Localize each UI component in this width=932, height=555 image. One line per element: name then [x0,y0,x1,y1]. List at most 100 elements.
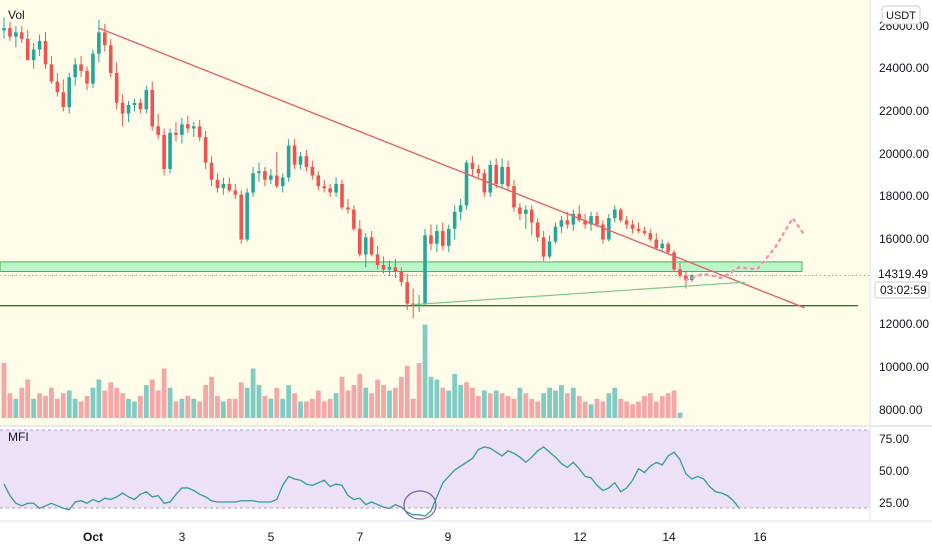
candle-body [399,271,404,283]
candle-body [180,124,184,135]
volume-bar [410,398,416,418]
mfi-axis[interactable]: 75.00 50.00 25.00 [879,432,909,510]
candle-body [494,164,498,184]
candle-body [97,32,101,54]
candle-body [446,228,451,246]
candle-body [227,183,232,191]
volume-bar [149,379,155,418]
candle-body [470,162,475,170]
candle-body [411,303,415,306]
volume-bar [452,374,458,418]
volume-bar [630,404,635,418]
candle-body [369,237,374,255]
time-axis[interactable]: Oct 3 5 7 9 12 14 16 [83,530,767,544]
countdown: 03:02:59 [880,283,927,297]
candle-body [387,267,392,270]
plot-background [0,0,870,426]
volume-bar [280,398,286,418]
volume-bar [298,401,303,418]
time-tick: 9 [445,530,452,544]
volume-bar [43,396,48,418]
mfi-series [3,446,740,517]
volume-bar [529,398,535,418]
mfi-low-circle[interactable] [403,490,437,520]
time-tick: 7 [357,530,364,544]
volume-bar [428,376,434,418]
candle-body [612,209,617,219]
volume-bar [19,387,25,418]
candle-body [541,237,546,257]
candle-body [482,173,487,193]
mfi-tick: 50.00 [879,464,909,478]
volume-bar [309,398,315,418]
candle-body [8,28,12,37]
candlesticks [2,17,694,319]
candle-body [31,49,36,61]
volume-bar [274,387,280,418]
mfi-band [0,430,870,508]
mfi-line [3,446,740,517]
candle-body [215,179,220,189]
candle-body [191,126,196,129]
time-tick: 16 [753,530,767,544]
volume-bar [37,393,42,418]
volume-bar [422,324,428,418]
volume-label[interactable]: Vol [8,8,25,22]
volume-bar [511,398,517,418]
volume-bar [357,374,363,418]
candle-body [67,77,72,108]
currency-badge[interactable]: USDT [881,5,921,25]
volume-bar [499,393,505,418]
candle-body [298,156,303,165]
volume-bar [665,393,671,418]
volume-bar [72,398,78,418]
candle-body [375,254,380,266]
volume-bar [167,387,173,418]
candle-body [464,162,469,206]
candle-body [25,38,30,61]
indicator-label[interactable]: MFI [8,430,29,444]
candle-body [144,90,149,110]
candle-body [2,28,6,31]
volume-bar [315,390,321,418]
candle-body [429,235,433,244]
candle-body [245,192,249,240]
volume-bars [1,324,683,418]
candle-body [524,209,528,214]
mfi-tick: 25.00 [879,496,909,510]
candle-body [666,243,670,253]
candle-body [381,265,386,270]
volume-bar [13,398,19,418]
price-axis[interactable]: 26000.00 24000.00 22000.00 20000.00 1800… [879,19,929,417]
volume-bar [387,390,392,418]
candle-body [55,81,60,93]
volume-bar [333,393,339,418]
volume-bar [363,387,369,418]
candle-body [601,224,605,240]
candle-body [257,171,261,174]
price-tick: 24000.00 [879,61,929,75]
volume-bar [559,385,564,418]
volume-bar [434,379,440,418]
price-tick: 12000.00 [879,317,929,331]
volume-bar [570,387,576,418]
time-tick: 5 [268,530,275,544]
volume-bar [286,385,292,418]
candle-body [251,173,255,193]
candle-body [678,269,682,276]
candle-body [358,228,362,255]
drawings-front[interactable] [98,27,806,309]
candle-body [512,186,516,208]
candle-body [286,145,291,178]
candle-body [233,190,238,195]
volume-bar [576,396,582,418]
candle-body [393,267,398,272]
volume-bar [25,379,31,418]
mfi-tick: 75.00 [879,432,909,446]
volume-bar [582,401,588,418]
candle-body [340,183,344,208]
candle-body [138,102,143,110]
volume-bar [304,401,309,418]
